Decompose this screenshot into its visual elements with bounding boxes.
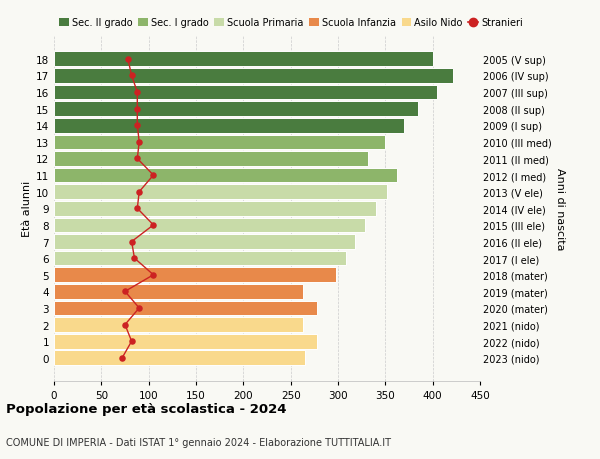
Point — [127, 238, 136, 246]
Bar — [54, 102, 418, 117]
Point — [120, 321, 130, 329]
Point — [120, 288, 130, 296]
Y-axis label: Anni di nascita: Anni di nascita — [556, 168, 565, 250]
Legend: Sec. II grado, Sec. I grado, Scuola Primaria, Scuola Infanzia, Asilo Nido, Stran: Sec. II grado, Sec. I grado, Scuola Prim… — [59, 18, 523, 28]
Point — [127, 73, 136, 80]
Bar — [54, 351, 305, 365]
Bar — [54, 119, 404, 133]
Point — [133, 205, 142, 213]
Bar — [54, 202, 376, 216]
Point — [133, 156, 142, 163]
Bar — [54, 318, 303, 332]
Point — [130, 255, 139, 262]
Point — [133, 89, 142, 96]
Bar — [54, 185, 387, 200]
Bar — [54, 52, 433, 67]
Text: COMUNE DI IMPERIA - Dati ISTAT 1° gennaio 2024 - Elaborazione TUTTITALIA.IT: COMUNE DI IMPERIA - Dati ISTAT 1° gennai… — [6, 437, 391, 448]
Y-axis label: Età alunni: Età alunni — [22, 181, 32, 237]
Bar — [54, 251, 346, 266]
Bar — [54, 334, 317, 349]
Bar — [54, 235, 355, 249]
Bar — [54, 301, 317, 316]
Bar — [54, 268, 336, 282]
Point — [134, 305, 144, 312]
Point — [149, 222, 158, 229]
Bar — [54, 135, 385, 150]
Point — [118, 354, 127, 362]
Point — [134, 139, 144, 146]
Point — [123, 56, 133, 63]
Bar — [54, 69, 454, 84]
Bar — [54, 152, 368, 167]
Bar — [54, 85, 437, 100]
Point — [133, 122, 142, 129]
Bar — [54, 285, 303, 299]
Point — [133, 106, 142, 113]
Point — [149, 271, 158, 279]
Point — [149, 172, 158, 179]
Point — [134, 189, 144, 196]
Text: Popolazione per età scolastica - 2024: Popolazione per età scolastica - 2024 — [6, 403, 287, 415]
Bar — [54, 218, 365, 233]
Bar — [54, 168, 397, 183]
Point — [127, 338, 136, 345]
